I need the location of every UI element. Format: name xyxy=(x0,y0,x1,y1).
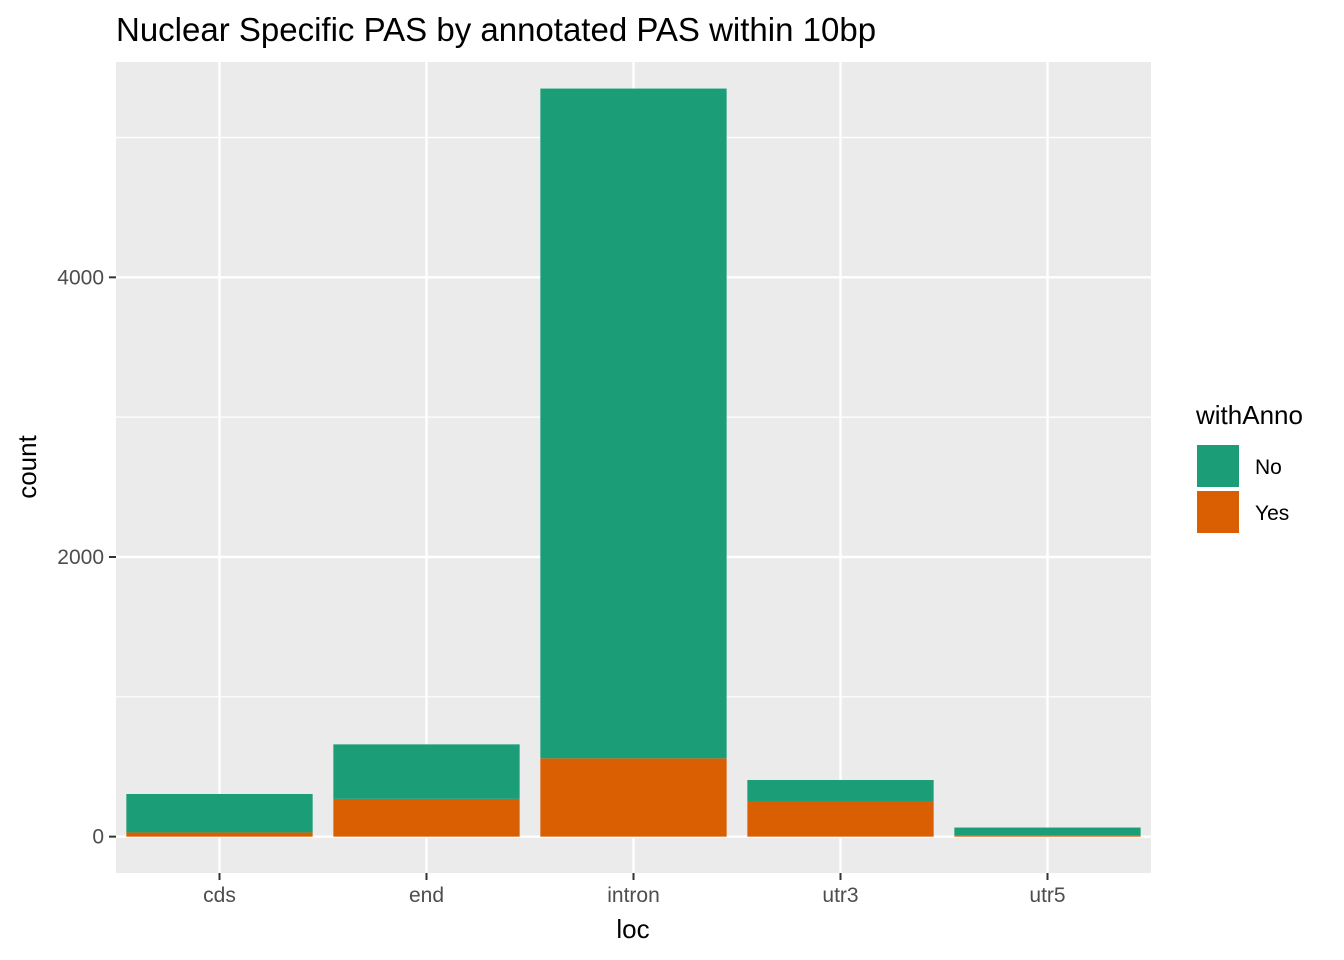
bar-intron-yes xyxy=(540,758,727,837)
x-tick-label-intron: intron xyxy=(607,884,660,907)
x-axis: cds end intron utr3 utr5 xyxy=(203,873,1066,907)
x-tick-label-utr5: utr5 xyxy=(1029,884,1065,907)
chart-title: Nuclear Specific PAS by annotated PAS wi… xyxy=(116,11,876,48)
legend-label-no: No xyxy=(1255,456,1282,479)
bar-utr3-yes xyxy=(747,800,934,837)
legend-swatch-no xyxy=(1197,445,1239,487)
y-axis-title: count xyxy=(12,434,42,498)
bar-cds-no xyxy=(126,793,313,833)
legend: withAnno No Yes xyxy=(1195,400,1303,533)
y-tick-label: 2000 xyxy=(57,546,104,569)
x-tick-label-utr3: utr3 xyxy=(822,884,858,907)
bar-end-no xyxy=(333,744,520,799)
y-tick-label: 0 xyxy=(92,826,104,849)
x-axis-title: loc xyxy=(616,914,649,944)
x-tick-label-cds: cds xyxy=(203,884,236,907)
legend-title: withAnno xyxy=(1195,400,1303,430)
bar-utr5-yes xyxy=(954,835,1141,837)
y-axis: 0 2000 4000 xyxy=(57,266,116,849)
y-tick-label: 4000 xyxy=(57,266,104,289)
bar-intron-no xyxy=(540,88,727,759)
legend-label-yes: Yes xyxy=(1255,502,1289,525)
bar-cds-yes xyxy=(126,832,313,837)
bar-utr3-no xyxy=(747,780,934,801)
bar-utr5-no xyxy=(954,827,1141,836)
bar-end-yes xyxy=(333,798,520,837)
x-tick-label-end: end xyxy=(409,884,444,907)
legend-swatch-yes xyxy=(1197,491,1239,533)
bars xyxy=(126,88,1141,837)
